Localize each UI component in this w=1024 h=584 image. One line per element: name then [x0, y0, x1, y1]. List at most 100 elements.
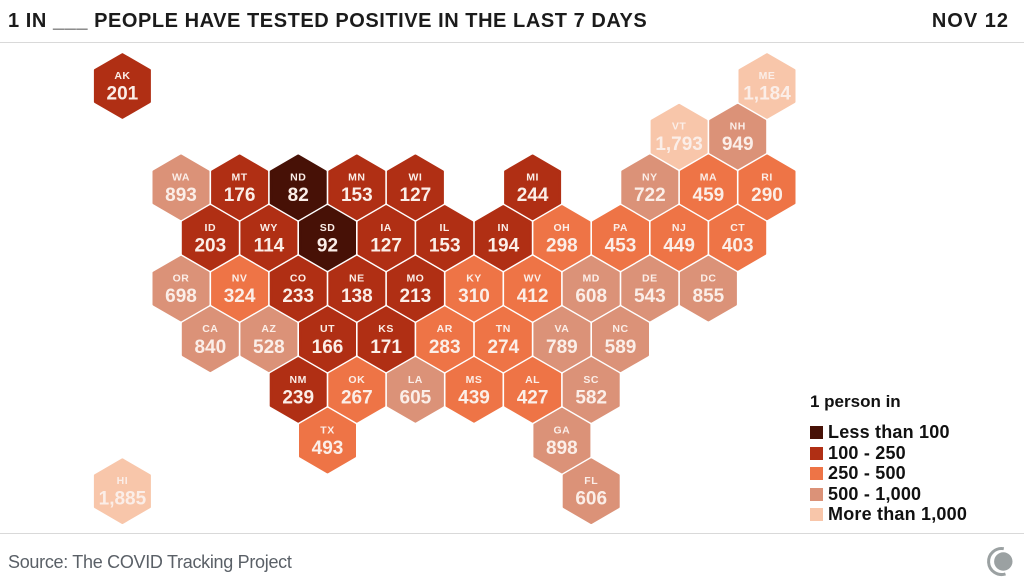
- svg-text:TN: TN: [496, 323, 511, 335]
- svg-text:UT: UT: [320, 323, 335, 335]
- svg-text:893: 893: [165, 185, 197, 206]
- svg-text:FL: FL: [584, 475, 598, 487]
- svg-text:NY: NY: [642, 171, 658, 183]
- svg-text:166: 166: [312, 337, 344, 358]
- svg-text:KY: KY: [466, 273, 482, 285]
- svg-text:138: 138: [341, 286, 373, 307]
- svg-text:582: 582: [575, 387, 607, 408]
- svg-text:698: 698: [165, 286, 197, 307]
- svg-text:RI: RI: [761, 171, 773, 183]
- svg-text:127: 127: [400, 185, 432, 206]
- svg-text:589: 589: [605, 337, 637, 358]
- svg-text:PA: PA: [613, 222, 628, 234]
- svg-text:NV: NV: [232, 273, 248, 285]
- svg-text:VT: VT: [672, 121, 687, 133]
- svg-text:203: 203: [194, 235, 226, 256]
- svg-text:WI: WI: [408, 171, 422, 183]
- svg-text:290: 290: [751, 185, 783, 206]
- svg-text:AR: AR: [437, 323, 453, 335]
- svg-text:TX: TX: [320, 425, 334, 437]
- svg-text:GA: GA: [554, 425, 571, 437]
- svg-text:213: 213: [400, 286, 432, 307]
- svg-text:ME: ME: [759, 70, 776, 82]
- svg-text:CA: CA: [202, 323, 218, 335]
- svg-text:201: 201: [107, 84, 139, 105]
- svg-text:CO: CO: [290, 273, 307, 285]
- svg-text:AL: AL: [525, 374, 540, 386]
- svg-text:AZ: AZ: [261, 323, 276, 335]
- svg-text:453: 453: [605, 235, 637, 256]
- svg-text:898: 898: [546, 438, 578, 459]
- svg-text:283: 283: [429, 337, 461, 358]
- svg-text:MS: MS: [466, 374, 483, 386]
- svg-text:HI: HI: [117, 475, 129, 487]
- svg-text:403: 403: [722, 235, 754, 256]
- svg-text:233: 233: [282, 286, 314, 307]
- svg-text:176: 176: [224, 185, 256, 206]
- svg-text:VA: VA: [554, 323, 569, 335]
- svg-text:NC: NC: [612, 323, 628, 335]
- svg-text:449: 449: [663, 235, 695, 256]
- svg-text:412: 412: [517, 286, 549, 307]
- svg-text:IA: IA: [380, 222, 392, 234]
- svg-text:MT: MT: [232, 171, 248, 183]
- svg-text:114: 114: [254, 235, 285, 256]
- svg-text:949: 949: [722, 134, 754, 155]
- svg-text:OK: OK: [348, 374, 365, 386]
- svg-text:171: 171: [370, 337, 402, 358]
- svg-text:543: 543: [634, 286, 666, 307]
- svg-text:605: 605: [400, 387, 432, 408]
- svg-text:789: 789: [546, 337, 578, 358]
- svg-text:ND: ND: [290, 171, 306, 183]
- svg-text:NE: NE: [349, 273, 365, 285]
- svg-text:153: 153: [341, 185, 373, 206]
- svg-text:1,793: 1,793: [655, 134, 703, 155]
- svg-text:SC: SC: [583, 374, 599, 386]
- svg-text:WV: WV: [524, 273, 542, 285]
- svg-text:CT: CT: [730, 222, 745, 234]
- svg-text:274: 274: [487, 337, 519, 358]
- svg-text:324: 324: [224, 286, 256, 307]
- svg-text:92: 92: [317, 235, 338, 256]
- svg-text:439: 439: [458, 387, 490, 408]
- svg-text:493: 493: [312, 438, 344, 459]
- svg-text:427: 427: [517, 387, 549, 408]
- svg-text:722: 722: [634, 185, 666, 206]
- svg-text:IN: IN: [498, 222, 510, 234]
- svg-text:MN: MN: [348, 171, 365, 183]
- svg-text:MA: MA: [700, 171, 717, 183]
- svg-text:1,184: 1,184: [743, 84, 791, 105]
- svg-text:WA: WA: [172, 171, 190, 183]
- svg-text:ID: ID: [205, 222, 217, 234]
- svg-text:82: 82: [288, 185, 309, 206]
- svg-text:310: 310: [458, 286, 490, 307]
- svg-text:855: 855: [693, 286, 725, 307]
- svg-text:SD: SD: [320, 222, 336, 234]
- svg-text:NM: NM: [290, 374, 307, 386]
- svg-text:606: 606: [575, 489, 607, 510]
- svg-text:LA: LA: [408, 374, 423, 386]
- svg-text:WY: WY: [260, 222, 278, 234]
- svg-text:NH: NH: [730, 121, 746, 133]
- svg-text:153: 153: [429, 235, 461, 256]
- svg-text:OH: OH: [554, 222, 571, 234]
- svg-text:MD: MD: [583, 273, 600, 285]
- svg-text:127: 127: [370, 235, 402, 256]
- svg-text:AK: AK: [114, 70, 130, 82]
- svg-text:MI: MI: [526, 171, 539, 183]
- svg-text:IL: IL: [440, 222, 450, 234]
- svg-text:NJ: NJ: [672, 222, 686, 234]
- svg-text:DC: DC: [700, 273, 716, 285]
- svg-text:239: 239: [282, 387, 314, 408]
- svg-text:DE: DE: [642, 273, 658, 285]
- svg-text:194: 194: [487, 235, 519, 256]
- svg-text:KS: KS: [378, 323, 394, 335]
- svg-text:298: 298: [546, 235, 578, 256]
- svg-text:MO: MO: [406, 273, 424, 285]
- svg-text:OR: OR: [173, 273, 190, 285]
- svg-text:1,885: 1,885: [99, 489, 147, 510]
- svg-text:267: 267: [341, 387, 373, 408]
- svg-text:608: 608: [575, 286, 607, 307]
- svg-text:459: 459: [693, 185, 725, 206]
- svg-text:528: 528: [253, 337, 285, 358]
